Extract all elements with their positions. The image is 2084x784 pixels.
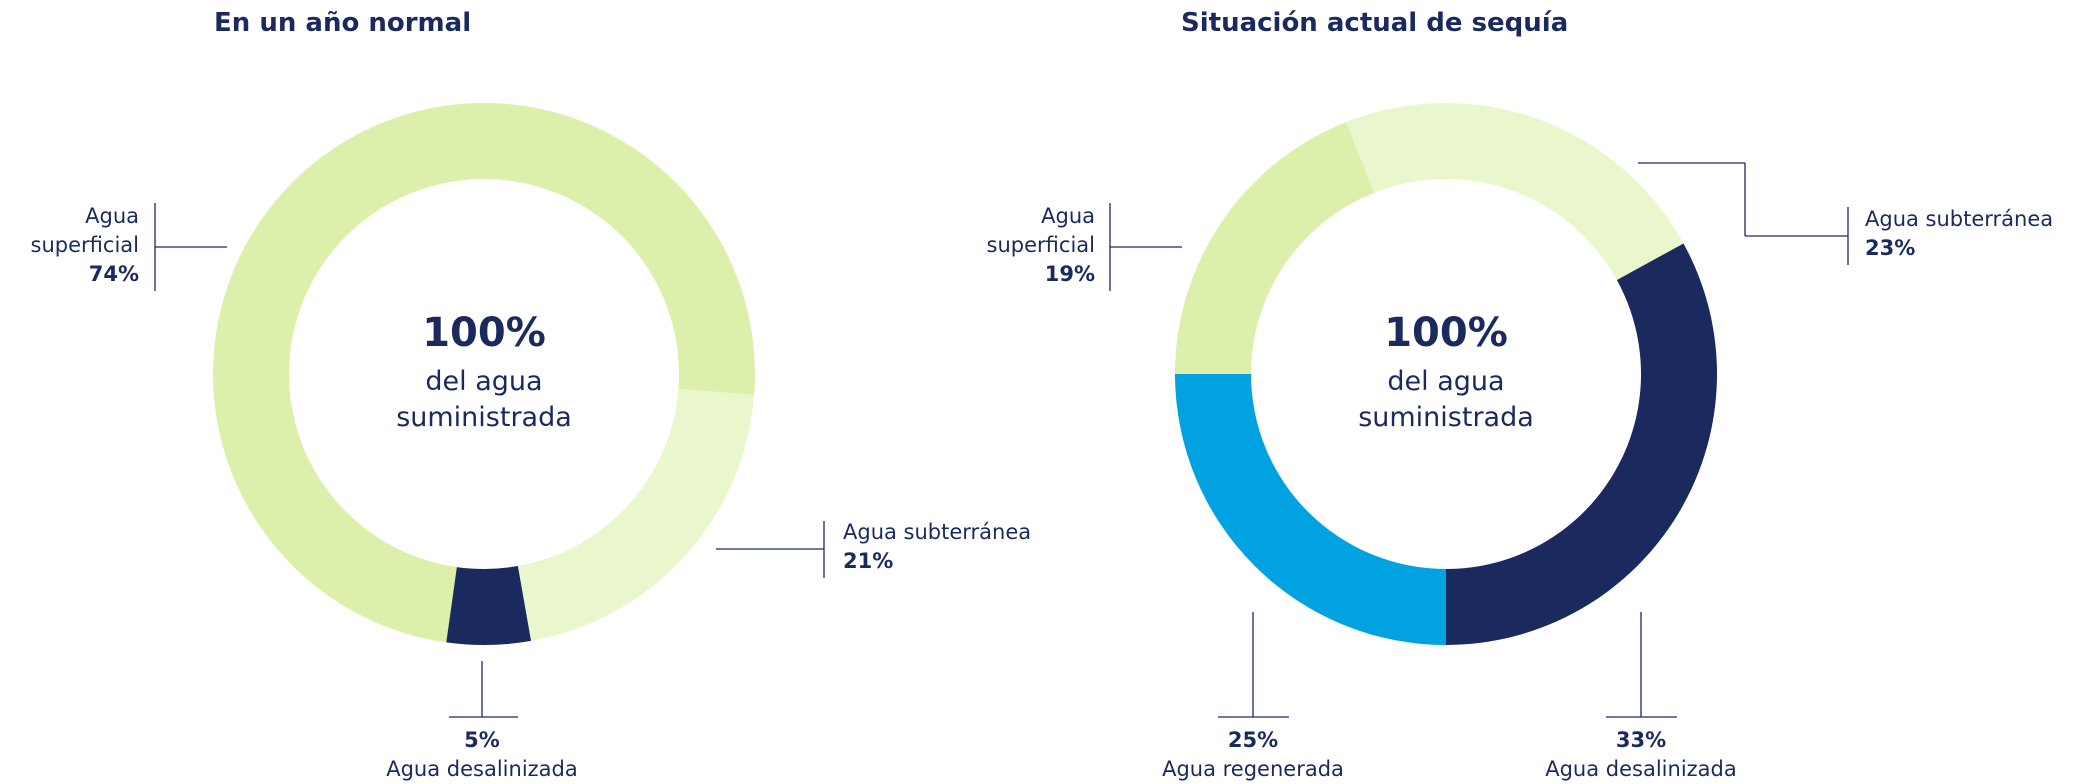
center-text: del agua: [1387, 366, 1505, 397]
segment-value: 74%: [88, 262, 139, 286]
segment-label: Agua subterránea 23%: [1865, 205, 2053, 263]
segment-value: 21%: [843, 549, 894, 573]
chart-title: En un año normal: [214, 8, 472, 38]
donut-segment: [1175, 122, 1375, 374]
segment-name: Agua superficial: [30, 204, 139, 257]
donut-segment: [517, 388, 755, 641]
segment-name: Agua subterránea: [843, 520, 1032, 544]
segment-name: Agua desalinizada: [1545, 757, 1737, 781]
segment-value: 23%: [1865, 236, 1916, 260]
segment-label: Agua superficial 74%: [9, 202, 139, 289]
segment-label: 5% Agua desalinizada: [282, 726, 682, 784]
donut-segment: [1346, 103, 1684, 281]
center-text: del agua: [425, 366, 543, 397]
segment-name: Agua regenerada: [1162, 757, 1344, 781]
donut-segment: [446, 566, 532, 646]
segment-value: 25%: [1227, 728, 1279, 752]
segment-name: Agua desalinizada: [386, 757, 578, 781]
segment-label: 33% Agua desalinizada: [1441, 726, 1841, 784]
segment-label: 25% Agua regenerada: [1053, 726, 1453, 784]
segment-value: 19%: [1044, 262, 1095, 286]
chart-title: Situación actual de sequía: [1181, 8, 1569, 38]
center-value: 100%: [422, 310, 546, 356]
donut-segment: [1175, 374, 1446, 645]
segment-value: 5%: [464, 728, 500, 752]
center-text: suministrada: [1358, 402, 1534, 433]
segment-name: Agua superficial: [986, 204, 1095, 257]
center-text: suministrada: [396, 402, 572, 433]
center-value: 100%: [1384, 310, 1508, 356]
segment-value: 33%: [1615, 728, 1667, 752]
segment-name: Agua subterránea: [1865, 207, 2054, 231]
segment-label: Agua subterránea 21%: [843, 518, 1031, 576]
segment-label: Agua superficial 19%: [965, 202, 1095, 289]
donut-segment: [1446, 243, 1717, 645]
